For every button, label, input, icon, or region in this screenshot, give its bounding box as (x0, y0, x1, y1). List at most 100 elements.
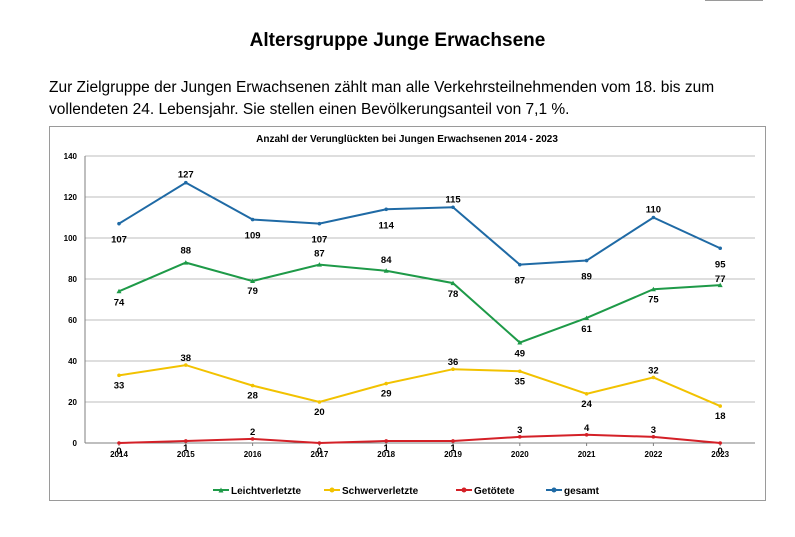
data-point-get-tete (250, 437, 255, 441)
data-label-gesamt: 87 (515, 276, 526, 287)
series-line-schwerverletzte (118, 364, 721, 408)
data-label-gesamt: 89 (581, 272, 592, 283)
intro-paragraph: Zur Zielgruppe der Jungen Erwachsenen zä… (49, 77, 789, 121)
data-label-schwerverletzte: 32 (648, 365, 659, 376)
data-label-leichtverletzte: 87 (314, 249, 325, 260)
data-point-leichtverletzte (116, 288, 122, 294)
data-point-gesamt (317, 221, 322, 226)
data-point-schwerverletzte (718, 404, 722, 408)
data-point-gesamt (117, 221, 121, 226)
data-label-leichtverletzte: 75 (648, 294, 659, 305)
data-point-gesamt (451, 205, 455, 210)
data-point-leichtverletzte (450, 280, 456, 286)
data-label-get-tete: 1 (450, 443, 456, 454)
data-point-get-tete (384, 439, 389, 443)
data-point-schwerverletzte (451, 367, 455, 371)
series-line-get-tete (118, 433, 721, 445)
y-tick-label: 100 (64, 234, 78, 243)
x-tick-label: 2016 (244, 450, 262, 459)
data-point-leichtverletzte (650, 286, 656, 292)
data-label-get-tete: 2 (250, 427, 255, 438)
y-tick-label: 40 (68, 357, 77, 366)
data-label-leichtverletzte: 78 (448, 289, 459, 300)
data-point-get-tete (718, 441, 722, 445)
x-tick-label: 2022 (645, 450, 663, 459)
legend-marker-schwerverletzte (329, 487, 335, 493)
data-label-leichtverletzte: 77 (715, 274, 726, 285)
legend-marker-leichtverletzte (218, 487, 224, 493)
data-label-get-tete: 1 (183, 443, 189, 454)
data-point-leichtverletzte (316, 262, 322, 267)
line-chart: Anzahl der Verunglückten bei Jungen Erwa… (64, 134, 755, 497)
data-point-gesamt (184, 180, 188, 185)
data-label-get-tete: 1 (384, 443, 390, 454)
legend-label-get-tete: Getötete (474, 486, 515, 497)
legend-label-leichtverletzte: Leichtverletzte (231, 486, 301, 497)
y-tick-label: 20 (68, 398, 77, 407)
data-label-get-tete: 0 (317, 446, 322, 457)
data-label-leichtverletzte: 79 (247, 286, 258, 297)
data-label-leichtverletzte: 49 (515, 349, 526, 360)
data-label-gesamt: 127 (178, 170, 194, 181)
y-tick-label: 60 (68, 316, 77, 325)
data-label-schwerverletzte: 33 (114, 380, 125, 391)
data-point-schwerverletzte (184, 363, 188, 367)
data-point-gesamt (651, 215, 656, 220)
data-point-leichtverletzte (517, 340, 523, 345)
data-label-gesamt: 107 (311, 235, 327, 246)
y-tick-label: 140 (64, 152, 78, 161)
data-point-schwerverletzte (317, 400, 322, 404)
data-point-schwerverletzte (584, 392, 589, 396)
data-point-gesamt (518, 262, 522, 267)
data-label-leichtverletzte: 74 (114, 297, 125, 308)
page-title: Altersgruppe Junge Erwachsene (249, 30, 546, 51)
data-label-schwerverletzte: 38 (181, 353, 192, 364)
data-point-leichtverletzte (250, 278, 256, 284)
data-label-get-tete: 4 (584, 423, 590, 434)
data-label-get-tete: 0 (718, 446, 723, 457)
x-tick-label: 2021 (578, 450, 596, 459)
chart-title: Anzahl der Verunglückten bei Jungen Erwa… (256, 134, 558, 145)
data-point-get-tete (518, 435, 522, 439)
intro-line-2: vollendeten 24. Lebensjahr. Sie stellen … (49, 101, 570, 118)
data-point-get-tete (184, 439, 188, 443)
data-point-leichtverletzte (584, 315, 590, 320)
x-tick-label: 2015 (177, 450, 195, 459)
y-tick-label: 120 (64, 193, 78, 202)
x-tick-label: 2023 (711, 450, 729, 459)
data-point-gesamt (384, 207, 389, 212)
data-point-get-tete (584, 433, 589, 437)
data-point-leichtverletzte (383, 268, 389, 273)
y-tick-label: 0 (73, 439, 78, 448)
data-point-schwerverletzte (117, 373, 121, 378)
data-point-schwerverletzte (250, 383, 255, 388)
data-label-schwerverletzte: 28 (247, 391, 258, 402)
data-point-schwerverletzte (384, 381, 389, 386)
x-tick-label: 2018 (377, 450, 395, 459)
data-point-schwerverletzte (651, 375, 656, 380)
data-point-get-tete (117, 441, 121, 445)
series-line-gesamt (118, 181, 721, 266)
x-tick-label: 2014 (110, 450, 128, 459)
data-point-leichtverletzte (717, 282, 723, 288)
data-point-gesamt (718, 246, 722, 251)
x-tick-label: 2020 (511, 450, 529, 459)
intro-line-1: Zur Zielgruppe der Jungen Erwachsenen zä… (49, 79, 715, 96)
chart-frame (49, 126, 766, 501)
data-label-get-tete: 0 (116, 446, 121, 457)
data-label-schwerverletzte: 36 (448, 357, 459, 368)
data-point-get-tete (317, 441, 322, 445)
data-label-gesamt: 109 (245, 231, 261, 242)
data-label-get-tete: 3 (517, 425, 522, 436)
data-point-schwerverletzte (518, 369, 522, 374)
data-label-schwerverletzte: 35 (515, 376, 526, 387)
data-label-schwerverletzte: 29 (381, 389, 392, 400)
data-point-leichtverletzte (183, 260, 189, 265)
legend-label-schwerverletzte: Schwerverletzte (342, 486, 419, 497)
data-label-schwerverletzte: 18 (715, 411, 726, 422)
data-label-schwerverletzte: 24 (581, 399, 592, 410)
legend-marker-gesamt (551, 487, 557, 493)
data-point-get-tete (451, 439, 455, 443)
x-tick-label: 2017 (311, 450, 329, 459)
data-label-gesamt: 115 (445, 194, 461, 205)
